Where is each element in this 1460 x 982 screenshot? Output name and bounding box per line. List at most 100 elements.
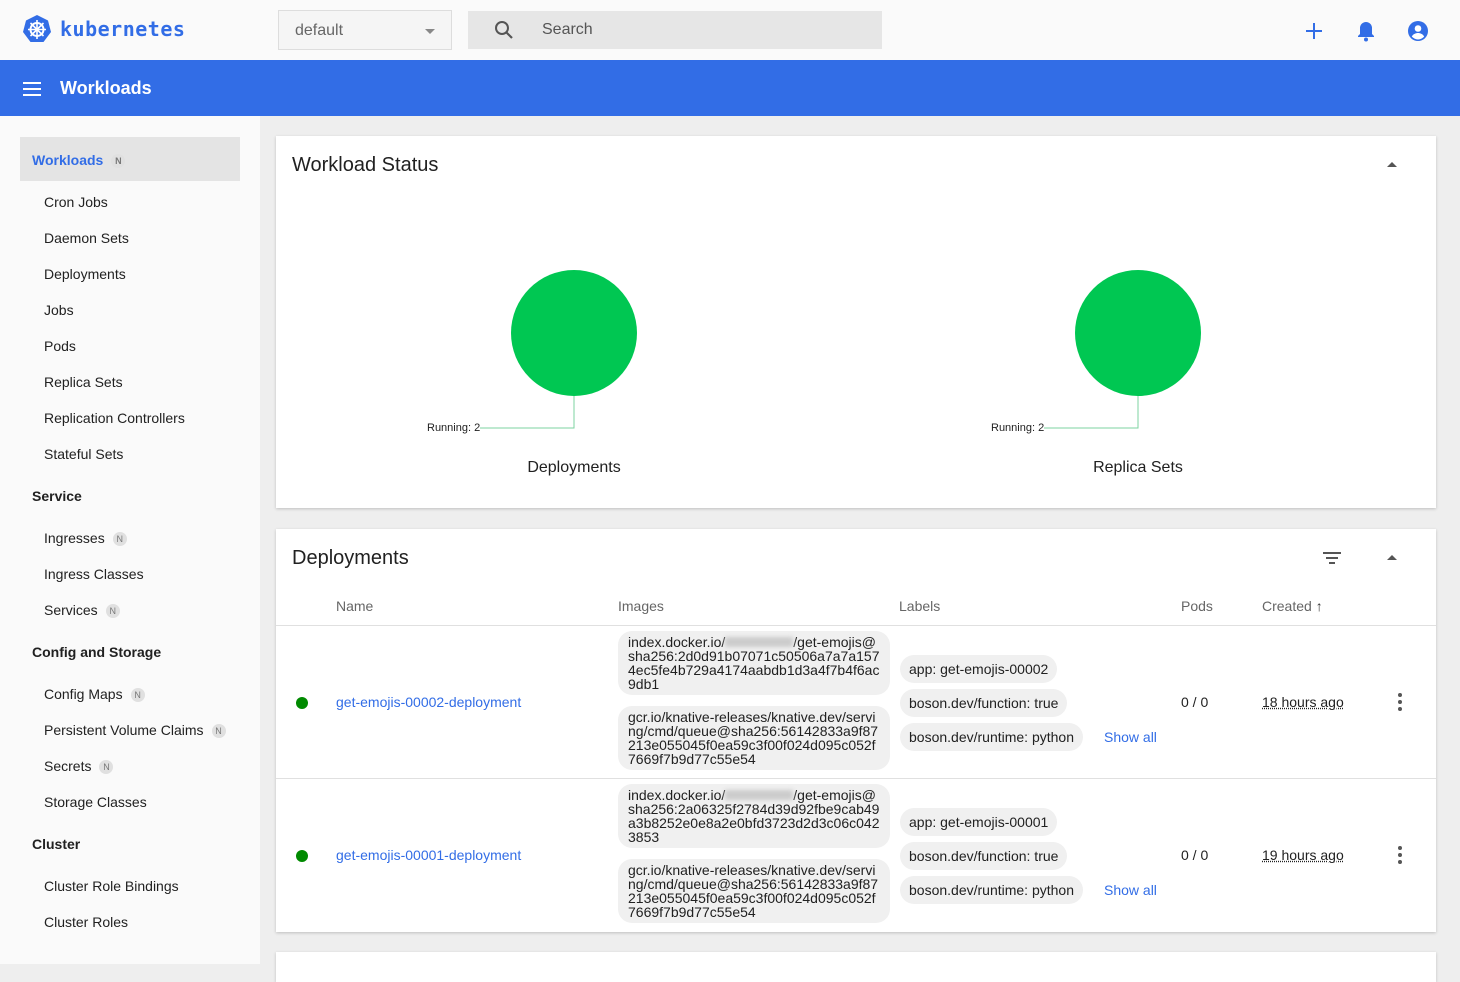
sidebar-item-ingress-classes[interactable]: Ingress Classes bbox=[44, 566, 144, 582]
sidebar-item-replication-controllers[interactable]: Replication Controllers bbox=[44, 410, 185, 426]
sidebar-item-config-maps[interactable]: Config Maps N bbox=[44, 686, 145, 702]
namespaced-badge: N bbox=[111, 154, 125, 168]
table-row: get-emojis-00001-deployment index.docker… bbox=[276, 778, 1436, 931]
sidebar-item-deployments[interactable]: Deployments bbox=[44, 266, 126, 282]
deployment-name-link[interactable]: get-emojis-00001-deployment bbox=[336, 847, 521, 863]
legend-leader-line bbox=[1044, 396, 1138, 428]
column-header-labels: Labels bbox=[899, 598, 940, 614]
column-label: Created bbox=[1262, 598, 1312, 614]
namespaced-badge: N bbox=[106, 604, 120, 618]
search-input[interactable]: Search bbox=[468, 11, 882, 49]
pods-count: 0 / 0 bbox=[1181, 847, 1208, 863]
sidebar-label: Persistent Volume Claims bbox=[44, 722, 204, 738]
label-chip: boson.dev/function: true bbox=[900, 842, 1067, 870]
kubernetes-helm-icon bbox=[22, 14, 52, 44]
sidebar-item-services[interactable]: Services N bbox=[44, 602, 120, 618]
search-placeholder: Search bbox=[542, 21, 593, 38]
plus-icon[interactable] bbox=[1305, 22, 1323, 40]
next-card bbox=[276, 952, 1436, 982]
namespaced-badge: N bbox=[131, 688, 145, 702]
running-slice bbox=[1075, 270, 1201, 396]
dropdown-caret-icon bbox=[425, 29, 435, 34]
table-row: get-emojis-00002-deployment index.docker… bbox=[276, 625, 1436, 778]
sidebar-label: Ingresses bbox=[44, 530, 105, 546]
kubernetes-logo[interactable]: kubernetes bbox=[22, 14, 185, 44]
card-title: Workload Status bbox=[292, 154, 438, 177]
search-icon bbox=[494, 20, 514, 40]
show-all-labels-button[interactable]: Show all bbox=[1104, 882, 1157, 898]
status-ok-icon bbox=[296, 697, 308, 709]
sidebar-section-cluster[interactable]: Cluster bbox=[32, 836, 80, 852]
sidebar-item-ingresses[interactable]: Ingresses N bbox=[44, 530, 127, 546]
column-header-name[interactable]: Name bbox=[336, 598, 373, 614]
top-bar: kubernetes default Search bbox=[0, 0, 1460, 60]
sidebar-label: Services bbox=[44, 602, 98, 618]
sidebar-label: Workloads bbox=[32, 152, 103, 168]
pods-count: 0 / 0 bbox=[1181, 694, 1208, 710]
deployments-running-legend: Running: 2 bbox=[427, 422, 480, 434]
replica-sets-status-chart bbox=[980, 266, 1300, 476]
deployments-chart-label: Deployments bbox=[474, 459, 674, 477]
namespaced-badge: N bbox=[99, 760, 113, 774]
deployments-status-chart bbox=[416, 266, 736, 476]
page-title: Workloads bbox=[60, 78, 152, 99]
label-chip: boson.dev/function: true bbox=[900, 689, 1067, 717]
label-chip: boson.dev/runtime: python bbox=[900, 723, 1083, 751]
sidebar-item-pods[interactable]: Pods bbox=[44, 338, 76, 354]
sidebar-label: Secrets bbox=[44, 758, 91, 774]
logo-text: kubernetes bbox=[60, 17, 185, 41]
namespace-select[interactable]: default bbox=[278, 10, 452, 50]
sidebar-item-secrets[interactable]: Secrets N bbox=[44, 758, 113, 774]
sidebar-item-pvcs[interactable]: Persistent Volume Claims N bbox=[44, 722, 226, 738]
redacted-text bbox=[725, 637, 793, 647]
legend-leader-line bbox=[480, 396, 574, 428]
more-vert-icon[interactable] bbox=[1398, 846, 1402, 864]
deployment-name-link[interactable]: get-emojis-00002-deployment bbox=[336, 694, 521, 710]
replica-sets-chart-label: Replica Sets bbox=[1038, 459, 1238, 477]
bell-icon[interactable] bbox=[1356, 20, 1376, 42]
sidebar-item-cluster-roles[interactable]: Cluster Roles bbox=[44, 914, 128, 930]
created-time: 19 hours ago bbox=[1262, 847, 1344, 863]
sidebar-workloads-label[interactable]: Workloads N bbox=[32, 152, 125, 168]
sidebar-section-service[interactable]: Service bbox=[32, 488, 82, 504]
sidebar-item-storage-classes[interactable]: Storage Classes bbox=[44, 794, 147, 810]
sidebar-item-jobs[interactable]: Jobs bbox=[44, 302, 74, 318]
more-vert-icon[interactable] bbox=[1398, 693, 1402, 711]
workload-status-card: Workload Status Running: 2 Deployments R… bbox=[276, 136, 1436, 508]
created-time: 18 hours ago bbox=[1262, 694, 1344, 710]
column-header-created[interactable]: Created ↑ bbox=[1262, 598, 1323, 614]
sidebar-item-stateful-sets[interactable]: Stateful Sets bbox=[44, 446, 123, 462]
running-slice bbox=[511, 270, 637, 396]
collapse-icon[interactable] bbox=[1387, 162, 1397, 167]
replica-sets-running-legend: Running: 2 bbox=[991, 422, 1044, 434]
namespaced-badge: N bbox=[113, 532, 127, 546]
label-chip: boson.dev/runtime: python bbox=[900, 876, 1083, 904]
label-chip: app: get-emojis-00001 bbox=[900, 808, 1057, 836]
sidebar-label: Config Maps bbox=[44, 686, 123, 702]
menu-icon[interactable] bbox=[23, 82, 41, 96]
namespace-value: default bbox=[295, 22, 343, 39]
image-chip: index.docker.io//get-emojis@sha256:2d0d9… bbox=[618, 631, 890, 695]
sidebar-item-cluster-role-bindings[interactable]: Cluster Role Bindings bbox=[44, 878, 179, 894]
sidebar-section-config[interactable]: Config and Storage bbox=[32, 644, 161, 660]
card-title: Deployments bbox=[292, 547, 409, 570]
column-header-images: Images bbox=[618, 598, 664, 614]
collapse-icon[interactable] bbox=[1387, 555, 1397, 560]
image-chip: index.docker.io//get-emojis@sha256:2a063… bbox=[618, 784, 890, 848]
sidebar: Workloads N Cron Jobs Daemon Sets Deploym… bbox=[0, 116, 260, 964]
deployments-card: Deployments Name Images Labels Pods Crea… bbox=[276, 529, 1436, 932]
column-header-pods: Pods bbox=[1181, 598, 1213, 614]
show-all-labels-button[interactable]: Show all bbox=[1104, 729, 1157, 745]
filter-icon[interactable] bbox=[1323, 551, 1341, 565]
label-chip: app: get-emojis-00002 bbox=[900, 655, 1057, 683]
page-toolbar: Workloads bbox=[0, 60, 1460, 116]
sidebar-item-daemon-sets[interactable]: Daemon Sets bbox=[44, 230, 129, 246]
sort-ascending-icon: ↑ bbox=[1316, 598, 1323, 614]
sidebar-item-replica-sets[interactable]: Replica Sets bbox=[44, 374, 123, 390]
account-icon[interactable] bbox=[1407, 20, 1429, 42]
image-chip: gcr.io/knative-releases/knative.dev/serv… bbox=[618, 859, 890, 923]
redacted-text bbox=[725, 790, 793, 800]
sidebar-item-cron-jobs[interactable]: Cron Jobs bbox=[44, 194, 108, 210]
status-ok-icon bbox=[296, 850, 308, 862]
namespaced-badge: N bbox=[212, 724, 226, 738]
